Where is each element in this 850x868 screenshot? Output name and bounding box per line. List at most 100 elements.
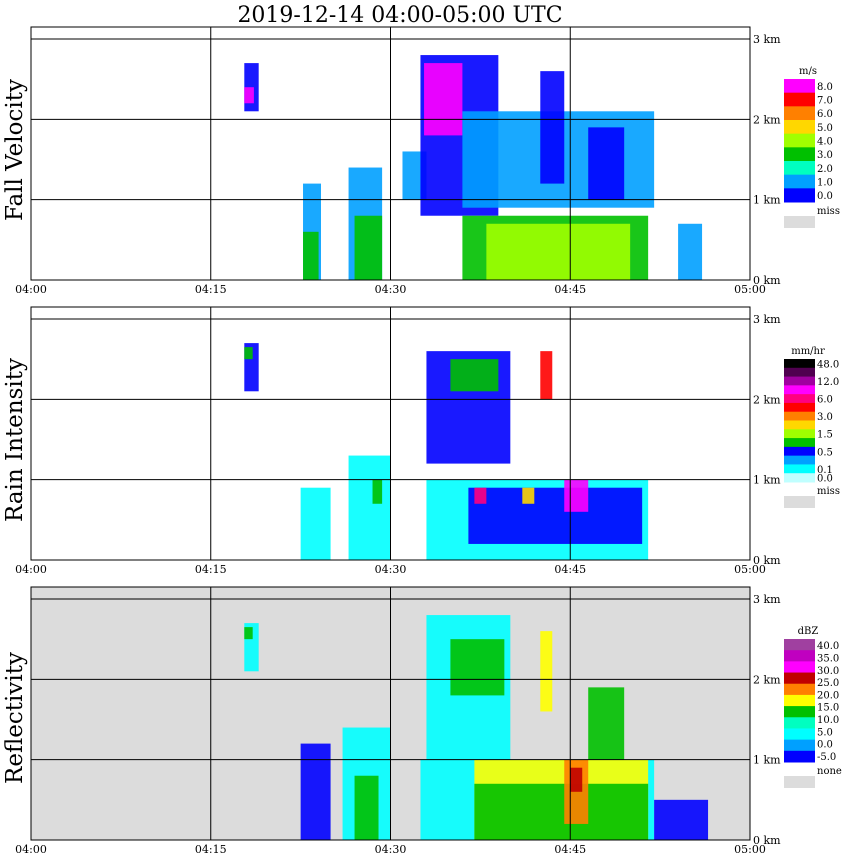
y-tick-label: 1 km: [753, 194, 781, 207]
colorbar-missing-label: miss: [817, 486, 840, 497]
colorbar-label: 1.0: [817, 178, 833, 189]
echo-region: [348, 455, 391, 560]
echo-region: [300, 743, 331, 840]
figure-title: 2019-12-14 04:00-05:00 UTC: [237, 3, 562, 28]
colorbar-label: 35.0: [817, 653, 839, 664]
colorbar-missing-label: miss: [817, 206, 840, 217]
echo-region: [540, 351, 553, 400]
echo-region: [588, 127, 625, 200]
colorbar-swatch: [784, 174, 815, 189]
colorbar-swatch: [784, 728, 815, 741]
colorbar-swatch: [784, 717, 815, 729]
colorbar-missing-swatch: [784, 216, 815, 228]
colorbar-swatch: [784, 683, 815, 696]
plot-frame: [30, 586, 751, 841]
colorbar-swatch: [784, 420, 815, 430]
colorbar-swatch: [784, 120, 815, 135]
colorbar-label: 40.0: [817, 641, 839, 652]
colorbar-unit: m/s: [799, 66, 817, 77]
echo-region: [450, 359, 499, 392]
colorbar-label: 12.0: [817, 377, 839, 388]
colorbar-label: 6.0: [817, 395, 833, 406]
panel-ylabel: Rain Intensity: [2, 358, 28, 522]
x-tick-label: 04:45: [554, 283, 586, 296]
y-tick-label: 0 km: [753, 834, 781, 847]
colorbar-label: 7.0: [817, 96, 833, 107]
colorbar-swatch: [784, 133, 815, 148]
echo-region: [300, 487, 331, 560]
colorbar-swatch: [784, 359, 815, 369]
colorbar-label: 10.0: [817, 715, 839, 726]
colorbar-swatch: [784, 402, 815, 413]
panel-2: 04:00 04:15 04:30 04:45 05:000 km 1 km 2 km 3 k…: [2, 306, 840, 576]
colorbar-label: 2.0: [817, 164, 833, 175]
echo-region: [354, 775, 379, 840]
colorbar-swatch: [784, 455, 815, 465]
y-tick-label: 2 km: [753, 113, 781, 126]
colorbar-swatch: [784, 394, 815, 404]
echo-region: [372, 479, 383, 504]
colorbar-swatch: [784, 79, 815, 94]
panel-ylabel: Fall Velocity: [2, 79, 28, 221]
colorbar-label: 0.0: [817, 191, 833, 202]
echo-region: [678, 223, 703, 280]
colorbar-label: 3.0: [817, 412, 833, 423]
echo-region: [570, 767, 583, 792]
colorbar-unit: dBZ: [798, 626, 819, 637]
colorbar-label: 48.0: [817, 359, 839, 370]
colorbar-swatch: [784, 92, 815, 107]
echo-region: [244, 87, 254, 104]
plot-frame: [30, 306, 751, 561]
colorbar-missing-label: none: [817, 766, 842, 777]
colorbar-label: 5.0: [817, 727, 833, 738]
colorbar-swatch: [784, 750, 815, 763]
echo-region: [522, 487, 535, 504]
colorbar-label: 6.0: [817, 109, 833, 120]
colorbar-swatch: [784, 473, 815, 483]
x-tick-label: 04:15: [195, 843, 227, 856]
colorbar-label: 0.0: [817, 740, 833, 751]
echo-region: [486, 223, 631, 280]
echo-region: [244, 347, 253, 360]
colorbar-swatch: [784, 147, 815, 162]
x-tick-label: 04:15: [195, 563, 227, 576]
x-tick-label: 04:45: [554, 563, 586, 576]
x-tick-label: 04:00: [15, 283, 47, 296]
y-tick-label: 0 km: [753, 274, 781, 287]
colorbar-swatch: [784, 438, 815, 448]
x-tick-label: 05:00: [734, 843, 766, 856]
colorbar-missing-swatch: [784, 496, 815, 508]
colorbar-swatch: [784, 411, 815, 421]
colorbar-label: 25.0: [817, 678, 839, 689]
colorbar-missing-swatch: [784, 776, 815, 788]
echo-region: [540, 631, 553, 712]
y-tick-label: 3 km: [753, 313, 781, 326]
x-tick-label: 04:00: [15, 843, 47, 856]
echo-region: [244, 627, 253, 640]
colorbar-label: 0.0: [817, 474, 833, 485]
colorbar-swatch: [784, 429, 815, 439]
y-tick-label: 3 km: [753, 33, 781, 46]
echo-region: [424, 63, 463, 136]
colorbar-unit: mm/hr: [791, 346, 825, 357]
echo-region: [354, 215, 383, 280]
x-tick-label: 05:00: [734, 283, 766, 296]
colorbar-label: 0.1: [817, 465, 833, 476]
panel-3: 04:00 04:15 04:30 04:45 05:000 km 1 km 2 km 3 k…: [2, 586, 842, 856]
echo-region: [450, 639, 505, 696]
colorbar-swatch: [784, 661, 815, 674]
echo-region: [540, 71, 565, 184]
y-tick-label: 2 km: [753, 673, 781, 686]
echo-region: [468, 487, 643, 544]
colorbar-label: 8.0: [817, 82, 833, 93]
colorbar-label: 0.5: [817, 447, 833, 458]
colorbar-swatch: [784, 446, 815, 457]
x-tick-label: 04:30: [375, 283, 407, 296]
colorbar-swatch: [784, 161, 815, 176]
colorbar-label: 15.0: [817, 703, 839, 714]
echo-region: [474, 487, 487, 504]
colorbar-swatch: [784, 106, 815, 121]
colorbar-swatch: [784, 639, 815, 651]
colorbar-label: 3.0: [817, 150, 833, 161]
